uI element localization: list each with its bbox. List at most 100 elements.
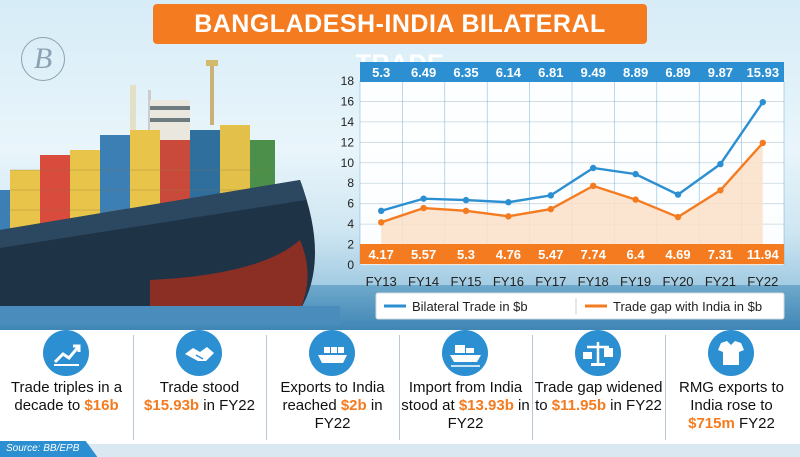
bilateral-trade-point (505, 199, 512, 206)
bilateral-trade-point (717, 160, 724, 168)
bilateral-trade-line (380, 101, 764, 212)
bilateral-trade-point (674, 191, 682, 198)
y-tick-label: 0 (347, 258, 354, 272)
bottom-bar (0, 444, 800, 457)
trade-gap-label-band (360, 244, 784, 264)
fact-text-part: Trade stood (159, 379, 240, 396)
balance-scale-icon (575, 330, 621, 376)
bilateral-trade-point (378, 207, 385, 215)
trade-gap-point (632, 196, 639, 203)
bilateral-trade-point (547, 192, 554, 199)
trade-gap-point (674, 213, 682, 221)
rising-chart-icon (43, 330, 89, 376)
fact-card: RMG exports to India rose to $715m FY22 (665, 327, 798, 447)
trade-gap-data-label: 4.69 (665, 247, 690, 262)
fact-card: Trade triples in a decade to $16b (0, 327, 133, 447)
bilateral-data-label: 6.49 (411, 65, 436, 80)
fact-text: Trade gap widened to $11.95b in FY22 (534, 379, 663, 415)
legend-label-trade-gap: Trade gap with India in $b (613, 299, 762, 314)
x-tick-label: FY20 (662, 274, 693, 289)
container-ship-image (0, 60, 340, 325)
trade-gap-point (717, 187, 724, 194)
fact-card: Trade gap widened to $11.95b in FY22 (532, 327, 665, 447)
source-note: Source: BB/EPB (0, 441, 98, 457)
card-divider (399, 335, 400, 440)
logo: B (21, 37, 65, 81)
y-tick-label: 12 (341, 135, 355, 149)
x-tick-label: FY13 (366, 274, 397, 289)
legend-box (375, 292, 785, 320)
x-tick-label: FY14 (408, 274, 439, 289)
bilateral-data-label: 6.35 (453, 65, 478, 80)
card-divider (133, 335, 134, 440)
bilateral-label-band (360, 62, 784, 82)
bilateral-data-label: 6.81 (538, 65, 563, 80)
legend-label-bilateral: Bilateral Trade in $b (412, 299, 528, 314)
cargo-ship-icon (309, 330, 355, 376)
trade-gap-point (547, 205, 554, 213)
y-tick-label: 18 (341, 74, 355, 88)
trade-gap-point (378, 219, 385, 226)
x-tick-label: FY15 (450, 274, 481, 289)
y-tick-label: 14 (341, 115, 355, 129)
fact-text-part: in FY22 (606, 397, 662, 414)
bilateral-data-label: 6.14 (496, 65, 522, 80)
trade-line-chart: 0 2 4 6 8 10 12 14 16 18 5.3 6.49 6.35 6.14 6.81 9.49 8.… (341, 62, 785, 320)
trade-gap-data-label: 11.94 (747, 247, 780, 262)
y-tick-label: 4 (347, 217, 354, 231)
fact-highlight: $13.93b (458, 397, 514, 414)
x-tick-label: FY17 (535, 274, 566, 289)
bilateral-data-label: 6.89 (665, 65, 690, 80)
y-tick-label: 2 (347, 238, 354, 252)
bilateral-data-label: 15.93 (747, 65, 780, 80)
fact-text-part: Trade gap widened to (534, 379, 663, 414)
fact-text-part: Import from India stood at (401, 379, 523, 414)
bilateral-data-label: 8.89 (623, 65, 648, 80)
y-tick-label: 16 (341, 94, 355, 108)
trade-gap-data-label: 4.17 (369, 247, 394, 262)
x-tick-label: FY19 (620, 274, 651, 289)
clothing-icon (708, 330, 754, 376)
fact-highlight: $16b (84, 397, 119, 414)
trade-gap-area (381, 142, 763, 265)
fact-text: Trade stood $15.93b in FY22 (135, 379, 264, 415)
fact-text-part: Exports to India reached (280, 379, 385, 414)
trade-gap-data-label: 7.31 (708, 247, 733, 262)
fact-text-part: in FY22 (447, 397, 530, 432)
fact-text-part: RMG exports to India rose to (678, 379, 785, 414)
fact-text-part: in FY22 (314, 397, 383, 432)
fact-text: Trade triples in a decade to $16b (2, 379, 131, 415)
card-divider (266, 335, 267, 440)
bilateral-trade-point (420, 195, 427, 202)
trade-gap-data-label: 6.4 (627, 247, 646, 262)
fact-card: Exports to India reached $2b in FY22 (266, 327, 399, 447)
fact-highlight: $11.95b (551, 397, 607, 414)
fact-text-part: in FY22 (199, 397, 255, 414)
trade-gap-data-label: 4.76 (496, 247, 521, 262)
x-tick-label: FY21 (705, 274, 736, 289)
fact-highlight: $715m (688, 415, 735, 432)
trade-gap-point (590, 182, 597, 190)
fact-text: Exports to India reached $2b in FY22 (268, 379, 397, 433)
bilateral-trade-point (759, 98, 766, 106)
title-banner: BANGLADESH-INDIA BILATERAL TRADE (153, 4, 647, 78)
x-tick-label: FY22 (747, 274, 778, 289)
bilateral-data-label: 9.87 (708, 65, 733, 80)
fact-highlight: $15.93b (144, 397, 200, 414)
fact-card: Trade stood $15.93b in FY22 (133, 327, 266, 447)
card-divider (665, 335, 666, 440)
fact-card: Import from India stood at $13.93b in FY… (399, 327, 532, 447)
x-tick-label: FY16 (493, 274, 524, 289)
y-tick-label: 6 (347, 197, 354, 211)
fact-text-part: FY22 (734, 415, 775, 432)
fact-highlight: $2b (340, 397, 367, 414)
trade-gap-line (380, 142, 764, 224)
x-tick-label: FY18 (578, 274, 609, 289)
fact-text-part: Trade triples in a decade to (10, 379, 123, 414)
import-ship-icon (442, 330, 488, 376)
trade-gap-data-label: 5.57 (411, 247, 436, 262)
bilateral-trade-point (462, 196, 470, 204)
trade-gap-point (505, 213, 512, 220)
y-tick-label: 8 (347, 176, 354, 190)
